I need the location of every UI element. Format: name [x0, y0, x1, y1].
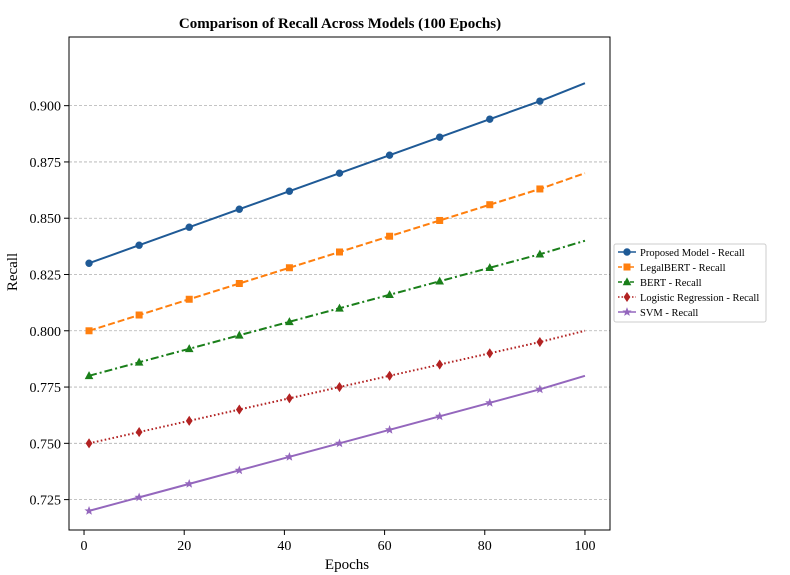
legend-marker [623, 291, 631, 303]
data-point [335, 169, 344, 177]
data-point [185, 295, 193, 303]
data-point [285, 187, 294, 195]
legend-marker [622, 307, 632, 316]
data-point [285, 264, 293, 272]
data-point [436, 216, 444, 224]
data-point [486, 115, 494, 123]
x-tick-label: 60 [378, 539, 392, 554]
series-3 [84, 239, 586, 380]
data-point [235, 330, 244, 339]
series-layer [84, 82, 586, 515]
x-axis: 0 20 40 60 80 100 [81, 530, 595, 554]
series-2 [85, 172, 586, 335]
data-point [486, 348, 494, 359]
data-point [284, 451, 295, 461]
x-tick-label: 0 [81, 539, 88, 554]
data-point [84, 506, 94, 515]
data-point [235, 279, 243, 287]
data-point [435, 133, 444, 141]
data-point [134, 492, 144, 502]
data-point [436, 359, 444, 370]
data-point [536, 185, 544, 193]
data-point [85, 438, 93, 449]
data-point [435, 276, 444, 285]
data-point [535, 249, 545, 258]
x-tick-label: 20 [177, 539, 191, 554]
data-point [135, 241, 143, 249]
y-tick-label: 0.850 [30, 212, 62, 227]
data-point [386, 370, 393, 381]
data-point [485, 397, 495, 407]
y-tick-label: 0.750 [30, 437, 62, 452]
data-point [334, 438, 345, 448]
y-tick-label: 0.725 [30, 494, 62, 509]
data-point [85, 327, 93, 335]
data-point [336, 382, 343, 393]
legend: Proposed Model - Recall LegalBERT - Recal… [613, 243, 767, 323]
data-point [184, 479, 194, 488]
x-tick-label: 40 [277, 539, 291, 554]
data-point [335, 248, 343, 256]
x-tick-label: 100 [574, 539, 595, 554]
y-tick-label: 0.775 [30, 381, 62, 396]
y-axis: 0.725 0.750 0.775 0.800 0.825 0.850 0.875 0.900 [30, 100, 69, 509]
data-point [435, 411, 445, 421]
data-point [185, 223, 193, 231]
data-point [335, 303, 344, 312]
legend-label: SVM - Recall [640, 308, 698, 319]
data-point [485, 263, 495, 272]
x-tick-label: 80 [478, 539, 492, 554]
data-point [234, 465, 244, 475]
legend-label: LegalBERT - Recall [640, 263, 726, 274]
y-tick-label: 0.875 [30, 156, 62, 171]
series-5 [84, 374, 586, 515]
legend-label: BERT - Recall [640, 278, 702, 289]
data-point [84, 371, 94, 380]
chart-title: Comparison of Recall Across Models (100 … [179, 16, 501, 32]
data-point [235, 404, 243, 415]
data-point [235, 205, 244, 213]
legend-marker [622, 277, 632, 286]
plot-frame [68, 36, 611, 531]
data-point [536, 336, 544, 348]
data-point [386, 232, 394, 240]
data-point [135, 427, 143, 438]
legend-box [613, 243, 767, 323]
data-point [285, 317, 294, 326]
data-point [134, 357, 144, 366]
data-point [184, 344, 194, 353]
series-4 [85, 329, 586, 449]
legend-label: Proposed Model - Recall [640, 248, 745, 259]
legend-marker [623, 248, 631, 256]
data-point [85, 259, 93, 267]
y-tick-label: 0.800 [30, 325, 62, 340]
legend-label: Logistic Regression - Recall [640, 293, 759, 304]
y-axis-label: Recall [5, 253, 21, 291]
data-point [385, 290, 394, 299]
data-point [185, 415, 193, 426]
y-tick-label: 0.900 [30, 100, 62, 115]
legend-marker [623, 263, 631, 271]
data-point [535, 384, 545, 394]
data-point [536, 97, 544, 105]
y-tick-label: 0.825 [30, 268, 62, 283]
data-point [385, 151, 394, 159]
series-1 [85, 82, 586, 267]
data-point [286, 393, 293, 404]
data-point [384, 424, 395, 434]
data-point [486, 201, 494, 209]
data-point [135, 311, 143, 319]
x-axis-label: Epochs [325, 557, 369, 573]
